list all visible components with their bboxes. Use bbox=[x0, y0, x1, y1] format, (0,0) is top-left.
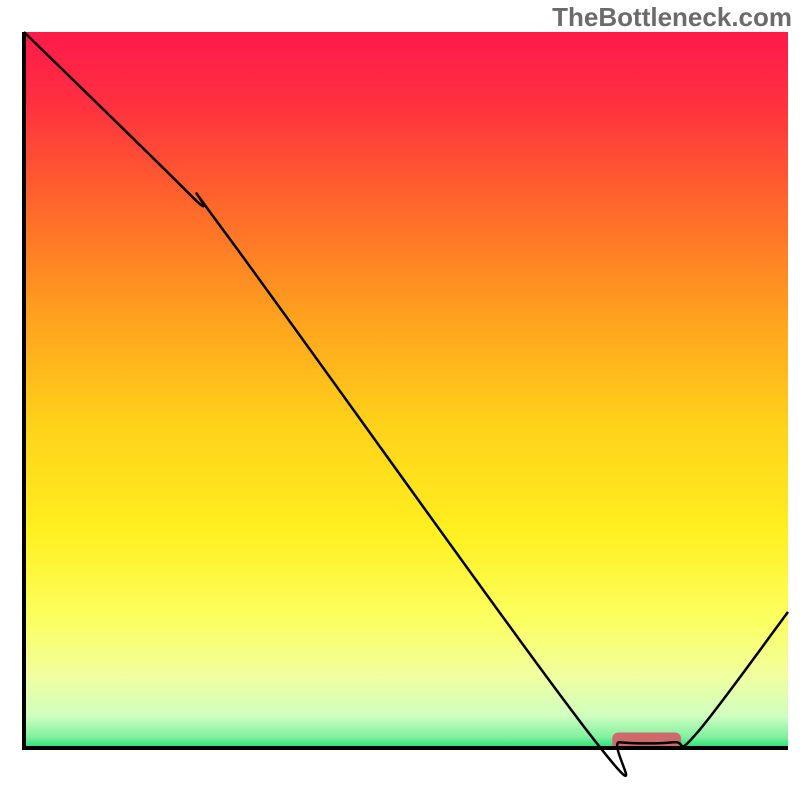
watermark-text: TheBottleneck.com bbox=[552, 2, 792, 33]
bottleneck-chart bbox=[0, 0, 800, 800]
chart-background bbox=[24, 32, 788, 748]
chart-container: TheBottleneck.com bbox=[0, 0, 800, 800]
